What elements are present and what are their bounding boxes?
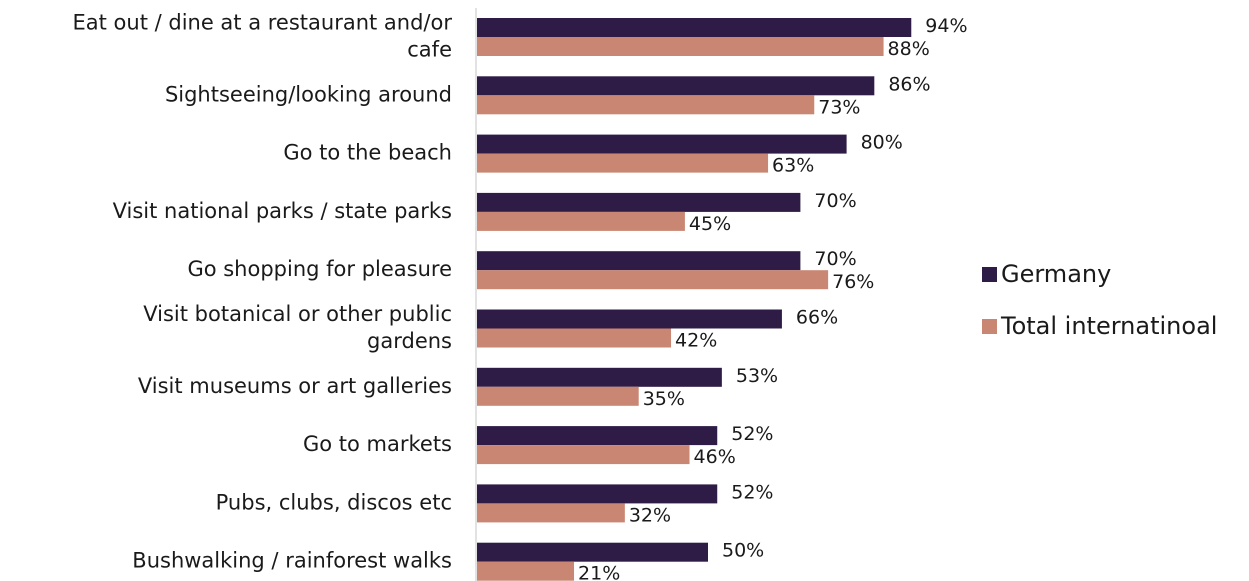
bar-total-international bbox=[477, 503, 625, 523]
bar-germany bbox=[477, 367, 722, 387]
data-label-germany: 70% bbox=[814, 190, 856, 212]
bar-germany bbox=[477, 192, 801, 212]
data-label-germany: 80% bbox=[861, 132, 903, 154]
data-label-total-international: 45% bbox=[689, 213, 731, 235]
data-label-germany: 53% bbox=[736, 365, 778, 387]
bar-germany bbox=[477, 484, 718, 504]
bar-total-international bbox=[477, 561, 575, 581]
bar-germany bbox=[477, 426, 718, 446]
category-label: cafe bbox=[407, 38, 452, 62]
data-label-germany: 52% bbox=[731, 481, 773, 503]
category-label: Pubs, clubs, discos etc bbox=[216, 490, 452, 514]
bar-germany bbox=[477, 18, 912, 37]
legend-item-germany: Germany bbox=[982, 258, 1217, 290]
data-label-germany: 94% bbox=[925, 15, 967, 37]
data-label-germany: 70% bbox=[814, 248, 856, 270]
bar-germany bbox=[477, 542, 708, 562]
data-label-total-international: 76% bbox=[832, 271, 874, 293]
data-label-germany: 86% bbox=[888, 73, 930, 95]
category-label: Eat out / dine at a restaurant and/or bbox=[73, 11, 453, 35]
bar-total-international bbox=[477, 95, 815, 115]
data-label-total-international: 73% bbox=[818, 96, 860, 118]
data-label-total-international: 46% bbox=[694, 446, 736, 468]
category-label: Go to markets bbox=[303, 432, 452, 456]
legend-item-total-international: Total internatinoal bbox=[982, 310, 1217, 342]
data-label-total-international: 21% bbox=[578, 563, 620, 581]
data-label-total-international: 42% bbox=[675, 330, 717, 352]
data-label-germany: 50% bbox=[722, 540, 764, 562]
data-label-total-international: 63% bbox=[772, 155, 814, 177]
chart-legend: Germany Total internatinoal bbox=[982, 258, 1217, 362]
data-label-total-international: 32% bbox=[629, 504, 671, 526]
bar-germany bbox=[477, 134, 847, 154]
legend-label-total-international: Total internatinoal bbox=[1001, 312, 1218, 340]
bar-total-international bbox=[477, 211, 685, 231]
data-label-total-international: 88% bbox=[888, 38, 930, 60]
data-label-total-international: 35% bbox=[643, 388, 685, 410]
data-label-germany: 66% bbox=[796, 307, 838, 329]
bar-germany bbox=[477, 76, 875, 96]
category-label: Sightseeing/looking around bbox=[165, 82, 452, 106]
category-label: Visit botanical or other public bbox=[143, 302, 452, 326]
bar-total-international bbox=[477, 328, 672, 348]
legend-swatch-germany bbox=[982, 266, 997, 282]
legend-label-germany: Germany bbox=[1001, 260, 1112, 288]
bar-total-international bbox=[477, 153, 769, 173]
data-label-germany: 52% bbox=[731, 423, 773, 445]
bar-germany bbox=[477, 309, 782, 329]
category-label: Go shopping for pleasure bbox=[187, 257, 452, 281]
bar-total-international bbox=[477, 37, 884, 56]
category-label: Bushwalking / rainforest walks bbox=[132, 549, 452, 573]
category-label: gardens bbox=[367, 329, 452, 353]
category-label: Visit museums or art galleries bbox=[138, 374, 452, 398]
category-label: Visit national parks / state parks bbox=[113, 199, 452, 223]
bar-germany bbox=[477, 251, 801, 271]
category-label: Go to the beach bbox=[283, 141, 452, 165]
legend-swatch-total-international bbox=[982, 318, 997, 334]
bar-total-international bbox=[477, 386, 639, 406]
bar-total-international bbox=[477, 445, 690, 465]
bar-total-international bbox=[477, 270, 829, 290]
